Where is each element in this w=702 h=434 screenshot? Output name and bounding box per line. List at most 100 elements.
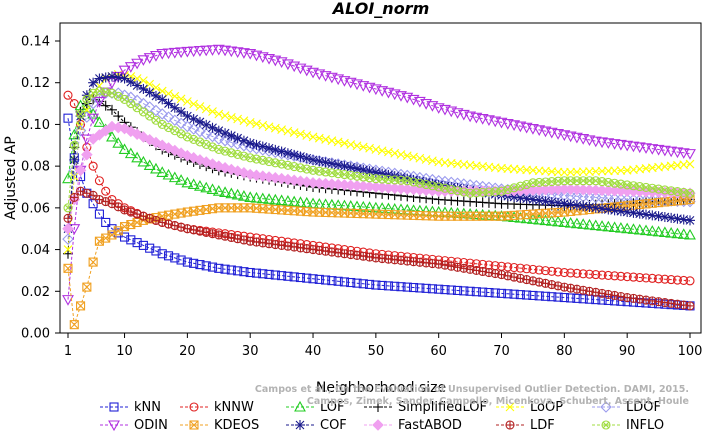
data-point: [206, 183, 219, 195]
data-point: [118, 143, 131, 155]
data-point: [603, 204, 614, 215]
x-tick-label: 90: [619, 344, 636, 359]
data-point: [383, 174, 393, 185]
data-point: [547, 177, 557, 187]
data-point: [237, 48, 250, 59]
data-point: [484, 287, 494, 298]
data-point: [207, 262, 218, 272]
data-point: [533, 213, 546, 225]
data-point: [145, 111, 155, 121]
data-point: [302, 273, 312, 283]
data-point: [522, 290, 532, 300]
data-point: [208, 107, 217, 116]
data-point: [281, 195, 294, 206]
data-point: [684, 228, 696, 240]
data-point: [150, 51, 162, 62]
data-point: [409, 282, 419, 293]
data-point: [371, 280, 381, 290]
data-point: [207, 229, 218, 239]
data-point: [583, 218, 596, 230]
data-point: [175, 47, 188, 59]
data-point: [602, 138, 615, 149]
data-point: [478, 287, 488, 297]
data-point: [206, 45, 219, 56]
data-point: [600, 401, 612, 413]
legend-item: LDF: [496, 418, 555, 433]
data-point: [395, 203, 407, 215]
data-point: [685, 276, 695, 286]
data-point: [74, 124, 87, 137]
data-point: [465, 188, 475, 198]
data-point: [471, 188, 481, 198]
data-point: [81, 111, 93, 123]
data-point: [81, 148, 93, 161]
data-point: [108, 420, 120, 432]
data-point: [187, 178, 200, 190]
data-point: [163, 98, 174, 109]
data-point: [131, 151, 144, 163]
y-tick-label: 0.00: [21, 327, 50, 342]
data-point: [647, 273, 657, 283]
data-point: [390, 281, 400, 291]
data-point: [88, 190, 98, 200]
data-point: [288, 195, 301, 207]
data-point: [515, 290, 525, 300]
data-point: [187, 123, 200, 135]
data-point: [320, 157, 331, 168]
data-point: [684, 149, 696, 160]
data-point: [358, 172, 368, 182]
data-point: [621, 222, 634, 234]
data-point: [112, 137, 125, 148]
legend-label: FastABOD: [398, 418, 462, 433]
data-point: [189, 258, 199, 268]
data-point: [151, 246, 161, 256]
data-point: [175, 174, 188, 185]
data-point: [245, 138, 256, 149]
data-point: [471, 287, 481, 297]
data-point: [413, 204, 426, 216]
data-point: [269, 193, 282, 205]
data-point: [351, 200, 363, 212]
data-point: [666, 275, 676, 285]
data-point: [176, 94, 186, 104]
data-point: [591, 270, 601, 280]
data-point: [578, 294, 588, 304]
data-point: [282, 148, 293, 159]
data-point: [572, 176, 582, 186]
data-point: [226, 265, 236, 275]
legend-label: SimplifiedLOF: [398, 400, 487, 415]
legend-item: kNN: [100, 400, 161, 415]
data-point: [257, 141, 268, 152]
legend-item: LoOP: [496, 400, 563, 415]
y-tick-label: 0.02: [21, 285, 50, 300]
data-point: [654, 274, 664, 284]
data-point: [614, 139, 627, 151]
series-odin: [62, 44, 696, 306]
legend-item: ODIN: [100, 418, 168, 433]
data-point: [214, 263, 224, 273]
data-point: [415, 283, 425, 293]
data-point: [660, 274, 670, 284]
data-point: [572, 293, 582, 303]
y-tick-label: 0.12: [21, 76, 50, 91]
data-point: [200, 45, 213, 57]
data-point: [132, 103, 142, 113]
data-point: [376, 202, 389, 213]
data-point: [452, 285, 463, 296]
data-point: [270, 158, 280, 168]
data-point: [608, 221, 621, 233]
data-point: [665, 146, 678, 158]
data-point: [646, 225, 659, 236]
chart-title: ALOI_norm: [331, 0, 430, 18]
data-point: [534, 177, 544, 187]
data-point: [577, 218, 590, 229]
data-point: [88, 257, 98, 267]
data-point: [170, 253, 180, 263]
data-point: [677, 148, 690, 159]
data-point: [231, 138, 244, 150]
data-point: [559, 292, 569, 303]
data-point: [181, 46, 194, 58]
data-point: [365, 279, 375, 289]
data-point: [63, 245, 73, 254]
x-tick-label: 70: [493, 344, 510, 359]
